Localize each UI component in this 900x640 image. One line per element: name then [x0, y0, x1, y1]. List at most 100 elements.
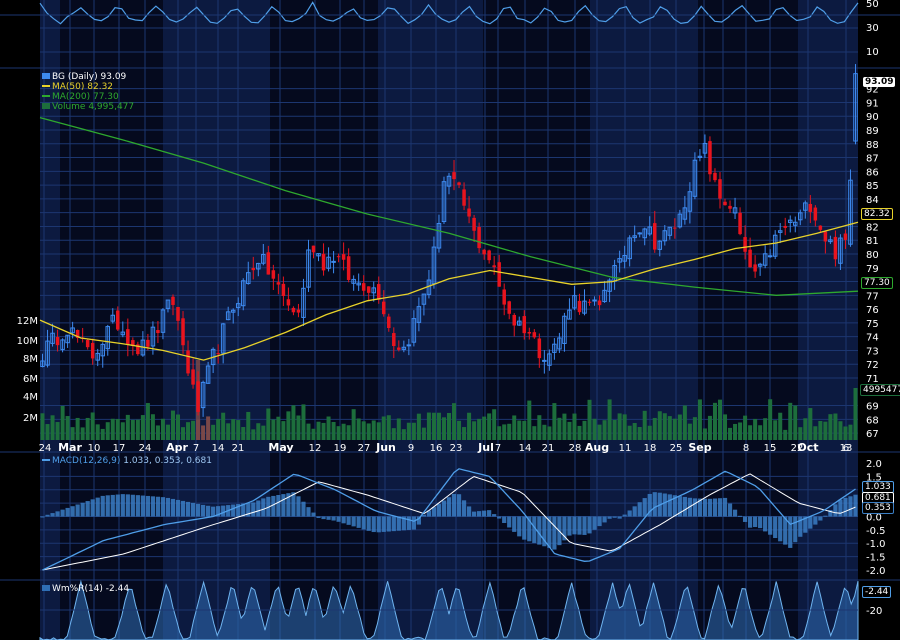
price-tick-label: 84: [866, 195, 879, 206]
macd-histogram-bar: [396, 516, 401, 531]
volume-bar: [707, 415, 712, 440]
macd-histogram-bar: [612, 516, 617, 518]
macd-histogram-bar: [642, 498, 647, 517]
candle-body: [361, 283, 366, 291]
volume-bar: [186, 422, 191, 440]
price-tick-label: 89: [866, 126, 879, 137]
macd-histogram-bar: [125, 494, 130, 517]
macd-histogram-bar: [482, 510, 487, 517]
candle-body: [823, 231, 828, 242]
candle-body: [838, 237, 843, 264]
candle-body: [382, 301, 386, 315]
volume-bar: [748, 425, 753, 440]
candle-body: [632, 235, 637, 239]
macd-line: [42, 468, 856, 571]
macd-histogram-bar: [747, 516, 753, 528]
volume-bar: [296, 415, 301, 440]
macd-histogram-bar: [753, 516, 758, 528]
candle-body: [156, 330, 160, 334]
macd-histogram-bar: [216, 506, 221, 517]
volume-bar: [813, 426, 818, 440]
candle-body: [772, 234, 778, 257]
macd-histogram-bar: [50, 513, 55, 517]
macd-histogram-bar: [416, 516, 421, 525]
candle-body: [55, 336, 60, 346]
volume-bar: [191, 420, 196, 440]
volume-bar: [306, 423, 311, 440]
macd-histogram-bar: [451, 493, 457, 517]
candle-body: [95, 352, 100, 361]
candle-body: [246, 272, 251, 285]
volume-bar: [462, 427, 467, 440]
day-tick-label: 13: [840, 443, 853, 454]
volume-bar: [45, 424, 50, 440]
candle-body: [225, 311, 231, 321]
candle-body: [336, 256, 341, 258]
wr-legend-text: Wm%R(14) -2.44: [52, 584, 130, 594]
candle-body: [120, 331, 126, 336]
volume-bar: [562, 413, 567, 440]
candle-body: [160, 309, 166, 333]
candle-body: [411, 318, 417, 343]
macd-panel: [40, 468, 858, 571]
candle-body: [732, 207, 738, 214]
price-tick-label: 87: [866, 154, 879, 165]
macd-histogram-bar: [853, 494, 858, 517]
candle-body: [657, 240, 663, 250]
volume-bar: [622, 414, 627, 440]
candle-body: [60, 339, 65, 350]
candle-body: [196, 381, 200, 412]
price-tick-label: 79: [866, 264, 879, 275]
price-tick-label: 85: [866, 181, 879, 192]
volume-bar: [627, 425, 632, 440]
volume-bar: [120, 422, 125, 440]
wr-legend: Wm%R(14) -2.44: [42, 584, 129, 594]
volume-bar: [582, 420, 587, 440]
month-band: [483, 0, 590, 640]
candle-body: [346, 256, 351, 280]
candle-body: [562, 315, 567, 344]
volume-bar: [80, 427, 85, 440]
volume-tick-label: 10M: [17, 336, 38, 347]
macd-histogram-bar: [793, 516, 798, 543]
axis-labels: 6768697172737475767778798081828384858687…: [17, 0, 886, 617]
price-tick-label: 69: [866, 402, 879, 413]
volume-bar: [100, 428, 105, 440]
day-tick-label: 24: [39, 443, 52, 454]
volume-bar: [391, 428, 396, 440]
volume-bars: [40, 360, 858, 440]
macd-histogram-bar: [461, 500, 467, 517]
candle-body: [316, 253, 321, 257]
volume-bar: [838, 421, 843, 440]
candle-body: [662, 230, 668, 242]
macd-histogram-bar: [492, 514, 497, 517]
volume-bar: [441, 417, 446, 440]
legend-volume-text: Volume 4,995,477: [52, 102, 135, 112]
volume-bar: [231, 419, 236, 440]
macd-histogram-bar: [306, 507, 311, 517]
macd-histogram-bar: [677, 496, 682, 517]
macd-histogram-bar: [788, 516, 793, 548]
volume-bar: [446, 412, 452, 440]
volume-bar: [723, 414, 728, 440]
volume-bar: [181, 427, 186, 440]
macd-histogram-bar: [607, 516, 612, 519]
price-tick-label: 86: [866, 167, 879, 178]
macd-histogram-bar: [336, 516, 341, 522]
candle-body: [40, 360, 45, 367]
volume-bar: [587, 399, 592, 440]
macd-histogram-bar: [662, 493, 667, 517]
day-tick-label: 18: [644, 443, 657, 454]
volume-tick-label: 2M: [23, 413, 38, 424]
candle-body: [592, 299, 597, 302]
macd-tick-label: -1.0: [866, 539, 886, 550]
candle-body: [673, 227, 677, 229]
candle-body: [622, 254, 627, 262]
candle-body: [457, 182, 461, 185]
macd-histogram-bar: [371, 516, 376, 533]
macd-histogram-bar: [391, 516, 396, 532]
day-tick-label: 27: [358, 443, 371, 454]
macd-histogram-bar: [527, 516, 532, 542]
day-tick-label: 6: [843, 443, 849, 454]
day-tick-label: 21: [542, 443, 555, 454]
